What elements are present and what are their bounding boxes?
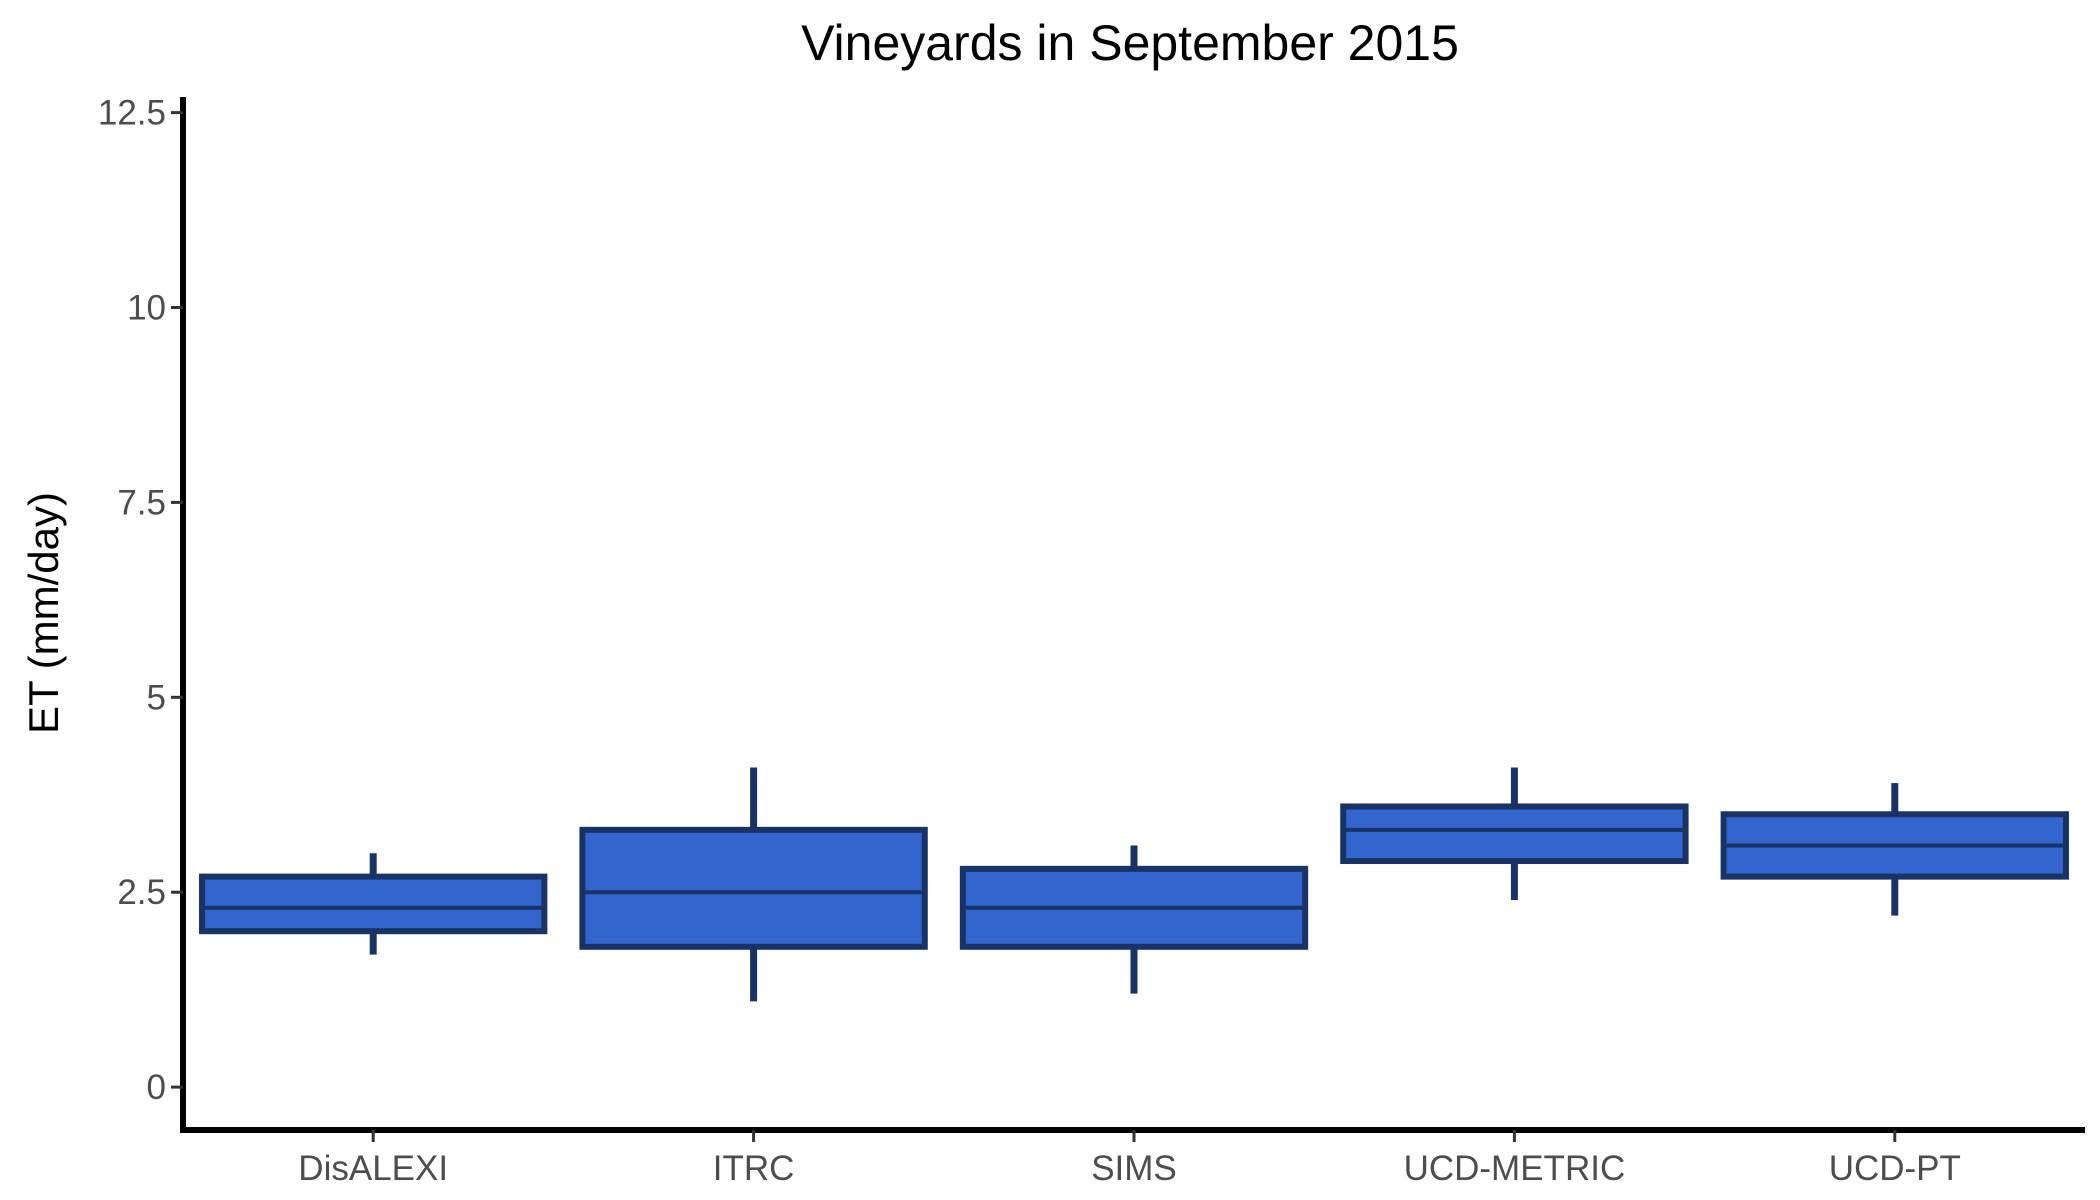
x-tick-label: UCD-METRIC [1404,1149,1626,1188]
box-group-disalexi [199,853,548,955]
x-tick-label: DisALEXI [298,1149,448,1188]
box-group-itrc [579,767,928,1002]
y-tick-label: 7.5 [117,483,166,522]
y-tick-label: 12.5 [98,94,166,133]
y-tick-label: 10 [127,288,166,327]
chart-title: Vineyards in September 2015 [801,15,1459,71]
y-tick-label: 2.5 [117,873,166,912]
axes-layer: 0 2.5 5 7.5 10 12.5 DisALEXI ITRC SIMS UCD-METRIC… [98,94,2085,1188]
box [199,873,548,935]
x-tick-label: SIMS [1091,1149,1177,1188]
box [579,826,928,950]
y-tick-label: 5 [147,678,166,717]
box-group-sims [959,845,1309,994]
box-group-ucd-pt [1720,783,2069,916]
boxes-layer [199,767,2069,1002]
box [1340,803,1689,865]
x-tick-label: ITRC [713,1149,795,1188]
box-group-ucd-metric [1340,767,1689,901]
x-tick-label: UCD-PT [1829,1149,1961,1188]
y-tick-label: 0 [147,1068,166,1107]
y-axis-label: ET (mm/day) [20,492,67,734]
